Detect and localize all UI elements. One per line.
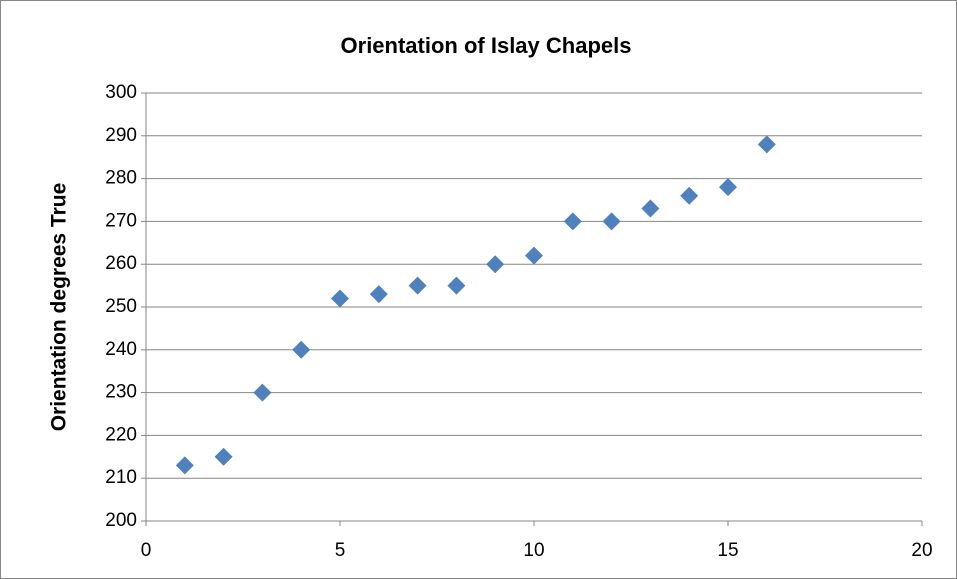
chart-title: Orientation of Islay Chapels (341, 33, 632, 58)
point (447, 276, 466, 295)
point (408, 276, 427, 295)
y-tick-label: 260 (105, 253, 137, 274)
point (175, 456, 194, 475)
point (214, 447, 233, 466)
y-tick-label: 210 (105, 467, 137, 488)
y-tick-label: 280 (105, 168, 137, 189)
x-tick-label: 20 (911, 540, 932, 561)
point (563, 212, 582, 231)
y-axis-title: Orientation degrees True (48, 183, 71, 432)
point (719, 178, 737, 197)
point (331, 289, 349, 308)
point (486, 255, 505, 274)
x-tick-label: 5 (335, 540, 346, 561)
x-tick-label: 15 (717, 540, 738, 561)
point (292, 340, 311, 359)
point (253, 383, 272, 402)
point (757, 135, 776, 154)
point (641, 199, 660, 218)
y-tick-label: 290 (105, 125, 137, 146)
y-tick-label: 230 (105, 382, 137, 403)
y-tick-label: 240 (105, 339, 137, 360)
y-tick-label: 300 (105, 82, 137, 103)
y-tick-label: 220 (105, 424, 137, 445)
y-tick-label: 200 (105, 510, 137, 531)
y-tick-label: 250 (105, 296, 137, 317)
x-tick-label: 10 (523, 540, 544, 561)
x-tick-label: 0 (141, 540, 152, 561)
y-tick-label: 270 (105, 210, 137, 231)
point (525, 246, 543, 265)
point (369, 285, 388, 304)
point (680, 186, 699, 205)
point (602, 212, 621, 231)
